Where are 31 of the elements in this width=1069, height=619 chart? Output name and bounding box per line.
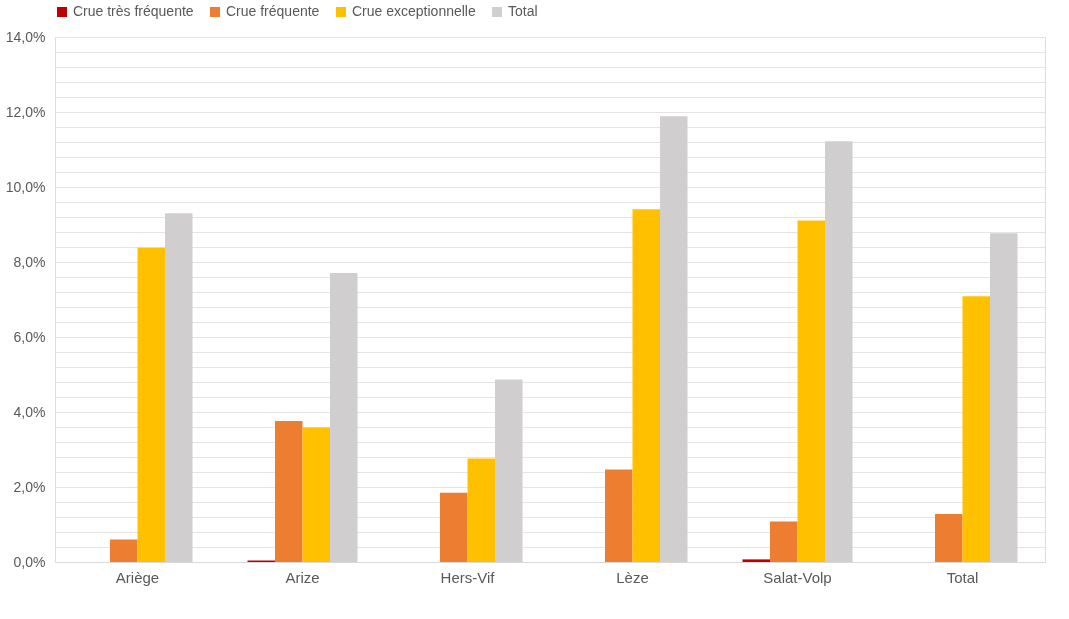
bar [302,427,330,562]
bar [110,539,138,562]
bar [275,421,303,562]
bar [797,220,825,562]
bar [605,469,633,562]
y-tick-label: 12,0% [5,103,46,120]
legend-label: Crue fréquente [226,3,320,19]
y-tick-label: 10,0% [5,178,46,195]
legend-label: Crue très fréquente [73,3,194,19]
x-tick-label: Total [946,568,979,586]
y-tick-label: 4,0% [13,403,46,420]
legend-label: Crue exceptionnelle [352,3,476,19]
bar [467,458,495,562]
y-tick-label: 2,0% [13,478,46,495]
x-tick-label: Arize [285,568,320,586]
bar [962,296,990,562]
legend-label: Total [508,3,538,19]
y-tick-label: 0,0% [13,553,46,570]
y-tick-label: 6,0% [13,328,46,345]
x-tick-label: Salat-Volp [763,568,832,586]
bar [742,559,770,562]
bar [935,514,963,562]
bar [137,247,165,562]
x-tick-label: Ariège [115,568,160,586]
x-tick-label: Hers-Vif [440,568,496,586]
bar [770,521,798,562]
bar [440,492,468,562]
bar [632,209,660,562]
y-tick-label: 8,0% [13,253,46,270]
x-tick-label: Lèze [616,568,649,586]
y-tick-label: 14,0% [5,28,46,45]
